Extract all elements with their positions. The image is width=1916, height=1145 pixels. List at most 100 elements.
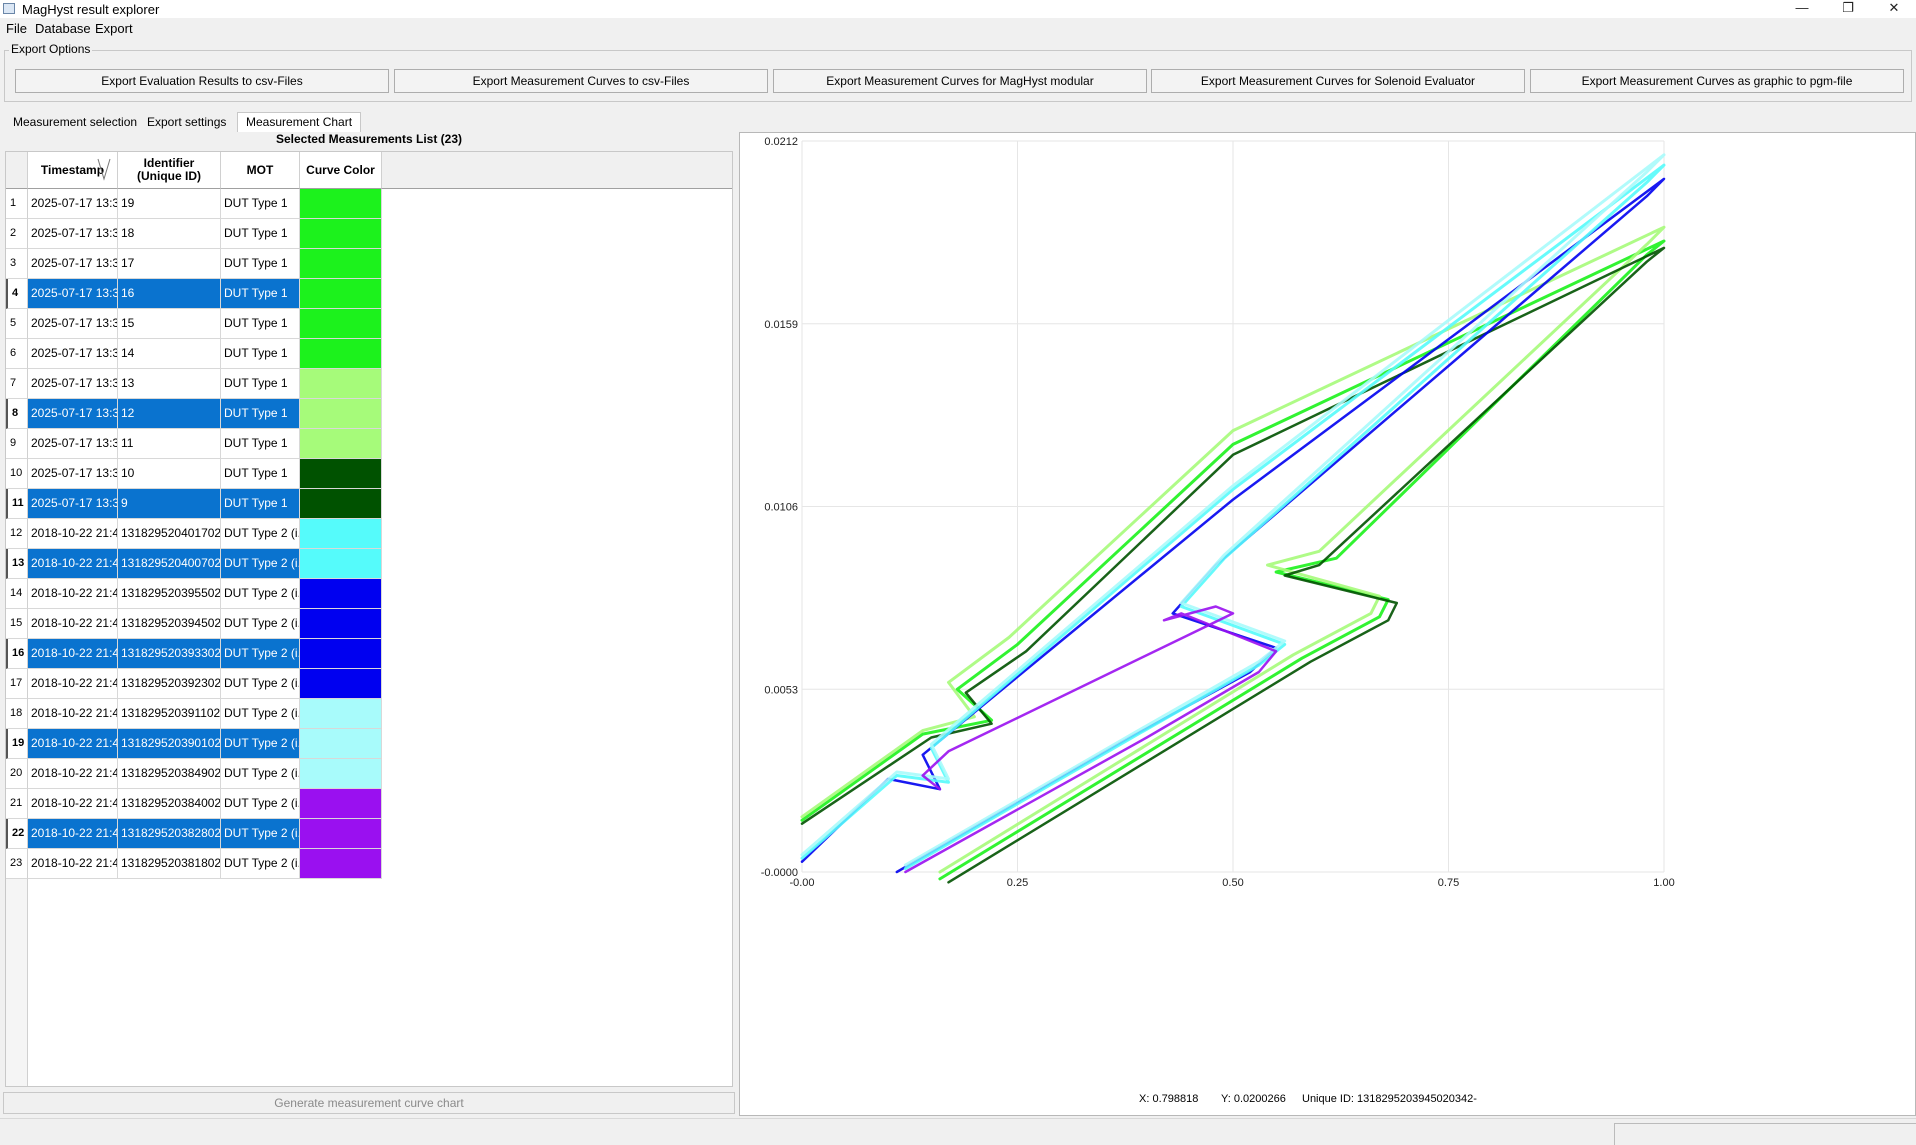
curve-color-swatch[interactable] (300, 369, 382, 399)
row-number[interactable]: 14 (6, 579, 28, 609)
timestamp-cell[interactable]: 2025-07-17 13:37:14 (28, 189, 118, 219)
curve-color-swatch[interactable] (300, 489, 382, 519)
measurement-curve-chart[interactable]: -0.00 0.25 0.50 0.75 1.00 -0.0000 0.0053 0.0106… (740, 133, 1915, 1088)
timestamp-cell[interactable]: 2018-10-22 21:47:27 (28, 579, 118, 609)
identifier-cell[interactable]: 17 (118, 249, 221, 279)
timestamp-cell[interactable]: 2025-07-17 13:35:54 (28, 399, 118, 429)
table-corner[interactable] (6, 152, 28, 189)
identifier-cell[interactable]: 19 (118, 189, 221, 219)
timestamp-cell[interactable]: 2018-10-22 21:46:30 (28, 759, 118, 789)
tab-export-settings[interactable]: Export settings (147, 115, 227, 129)
curve-color-swatch[interactable] (300, 849, 382, 879)
mot-cell[interactable]: DUT Type 1 (221, 189, 300, 219)
export-curves-pgm-button[interactable]: Export Measurement Curves as graphic to … (1530, 69, 1904, 93)
curve-color-swatch[interactable] (300, 729, 382, 759)
timestamp-cell[interactable]: 2025-07-17 13:35:56 (28, 369, 118, 399)
restore-button[interactable]: ❐ (1842, 0, 1854, 15)
tab-measurement-selection[interactable]: Measurement selection (13, 115, 138, 129)
identifier-cell[interactable]: 13 (118, 369, 221, 399)
row-number[interactable]: 19 (6, 729, 28, 759)
row-number[interactable]: 9 (6, 429, 28, 459)
row-number[interactable]: 16 (6, 639, 28, 669)
timestamp-cell[interactable]: 2018-10-22 21:47:38 (28, 549, 118, 579)
identifier-cell[interactable]: 9 (118, 489, 221, 519)
curve-color-swatch[interactable] (300, 699, 382, 729)
column-header-curve-color[interactable]: Curve Color (300, 152, 382, 189)
mot-cell[interactable]: DUT Type 2 (i.O.) (221, 609, 300, 639)
row-number[interactable]: 17 (6, 669, 28, 699)
column-header-identifier[interactable]: Identifier (Unique ID) (118, 152, 221, 189)
curve-color-swatch[interactable] (300, 189, 382, 219)
mot-cell[interactable]: DUT Type 1 (221, 279, 300, 309)
export-curves-csv-button[interactable]: Export Measurement Curves to csv-Files (394, 69, 768, 93)
curve-color-swatch[interactable] (300, 819, 382, 849)
row-number[interactable]: 21 (6, 789, 28, 819)
identifier-cell[interactable]: 1318295203840020282- (118, 789, 221, 819)
timestamp-cell[interactable]: 2025-07-17 13:35:52 (28, 429, 118, 459)
minimize-button[interactable]: — (1795, 0, 1809, 15)
mot-cell[interactable]: DUT Type 1 (221, 369, 300, 399)
column-header-timestamp[interactable]: Timestamp (28, 152, 118, 189)
curve-color-swatch[interactable] (300, 579, 382, 609)
identifier-cell[interactable]: 1318295203945020342- (118, 609, 221, 639)
menu-database[interactable]: Database (35, 21, 91, 36)
row-number[interactable]: 3 (6, 249, 28, 279)
identifier-cell[interactable]: 1318295203818020262- (118, 849, 221, 879)
timestamp-cell[interactable]: 2018-10-22 21:47:48 (28, 519, 118, 549)
curve-color-swatch[interactable] (300, 609, 382, 639)
row-number[interactable]: 6 (6, 339, 28, 369)
identifier-cell[interactable]: 1318295203901020302- (118, 729, 221, 759)
export-curves-maghyst-button[interactable]: Export Measurement Curves for MagHyst mo… (773, 69, 1147, 93)
mot-cell[interactable]: DUT Type 1 (221, 309, 300, 339)
timestamp-cell[interactable]: 2018-10-22 21:46:45 (28, 699, 118, 729)
row-number[interactable]: 2 (6, 219, 28, 249)
identifier-cell[interactable]: 1318295203911020312- (118, 699, 221, 729)
row-number[interactable]: 7 (6, 369, 28, 399)
timestamp-cell[interactable]: 2018-10-22 21:47:16 (28, 609, 118, 639)
curve-color-swatch[interactable] (300, 789, 382, 819)
mot-cell[interactable]: DUT Type 1 (221, 399, 300, 429)
generate-chart-button[interactable]: Generate measurement curve chart (3, 1092, 735, 1114)
timestamp-cell[interactable]: 2025-07-17 13:35:48 (28, 489, 118, 519)
timestamp-cell[interactable]: 2025-07-17 13:36:57 (28, 219, 118, 249)
mot-cell[interactable]: DUT Type 2 (i.O.) (221, 849, 300, 879)
timestamp-cell[interactable]: 2018-10-22 21:45:51 (28, 849, 118, 879)
identifier-cell[interactable]: 18 (118, 219, 221, 249)
curve-color-swatch[interactable] (300, 459, 382, 489)
timestamp-cell[interactable]: 2018-10-22 21:46:55 (28, 669, 118, 699)
mot-cell[interactable]: DUT Type 1 (221, 429, 300, 459)
column-header-mot[interactable]: MOT (221, 152, 300, 189)
timestamp-cell[interactable]: 2025-07-17 13:35:50 (28, 459, 118, 489)
timestamp-cell[interactable]: 2018-10-22 21:46:38 (28, 729, 118, 759)
tab-measurement-chart[interactable]: Measurement Chart (237, 112, 362, 132)
menu-export[interactable]: Export (95, 21, 133, 36)
mot-cell[interactable]: DUT Type 1 (221, 219, 300, 249)
identifier-cell[interactable]: 14 (118, 339, 221, 369)
timestamp-cell[interactable]: 2018-10-22 21:46:12 (28, 789, 118, 819)
curve-color-swatch[interactable] (300, 309, 382, 339)
curve-color-swatch[interactable] (300, 279, 382, 309)
mot-cell[interactable]: DUT Type 2 (i.O.) (221, 639, 300, 669)
row-number[interactable]: 23 (6, 849, 28, 879)
row-number[interactable]: 18 (6, 699, 28, 729)
row-number[interactable]: 1 (6, 189, 28, 219)
close-button[interactable]: ✕ (1888, 0, 1900, 15)
curve-color-swatch[interactable] (300, 339, 382, 369)
mot-cell[interactable]: DUT Type 1 (221, 489, 300, 519)
identifier-cell[interactable]: 1318295203849020292- (118, 759, 221, 789)
mot-cell[interactable]: DUT Type 2 (i.O.) (221, 549, 300, 579)
identifier-cell[interactable]: 1318295204007020362- (118, 549, 221, 579)
identifier-cell[interactable]: 1318295203933020332- (118, 639, 221, 669)
